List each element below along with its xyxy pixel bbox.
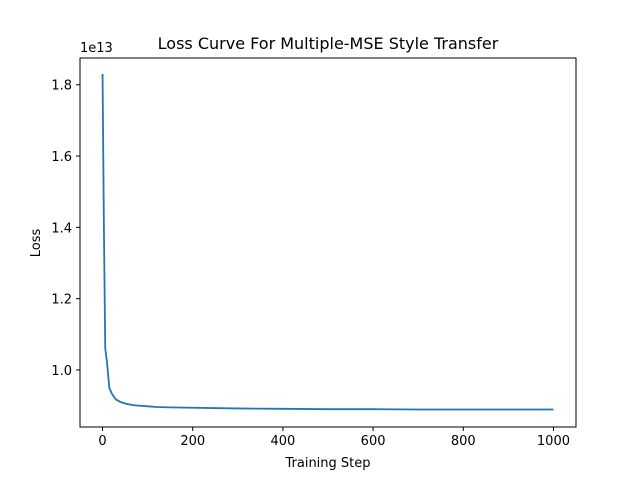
y-tick-label: 1.2 [51,293,72,308]
y-tick-label: 1.0 [51,364,72,379]
plot-area [101,74,554,411]
y-axis-ticks: 1.0 1.2 1.4 1.6 1.8 [51,79,80,379]
loss-line [101,74,554,411]
x-tick-label: 400 [270,434,295,449]
x-axis-label: Training Step [284,456,370,471]
y-tick-label: 1.4 [51,221,72,236]
y-tick-label: 1.6 [51,150,72,165]
x-tick-label: 1000 [537,434,570,449]
x-axis-ticks: 0 200 400 600 800 1000 [98,427,570,449]
chart-title: Loss Curve For Multiple-MSE Style Transf… [158,34,499,53]
x-tick-label: 600 [361,434,386,449]
y-axis-label: Loss [29,229,44,258]
y-tick-label: 1.8 [51,79,72,94]
axes-frame [79,57,577,428]
x-tick-label: 200 [180,434,205,449]
x-tick-label: 0 [98,434,106,449]
y-axis-offset-text: 1e13 [80,41,113,56]
x-tick-label: 800 [451,434,476,449]
